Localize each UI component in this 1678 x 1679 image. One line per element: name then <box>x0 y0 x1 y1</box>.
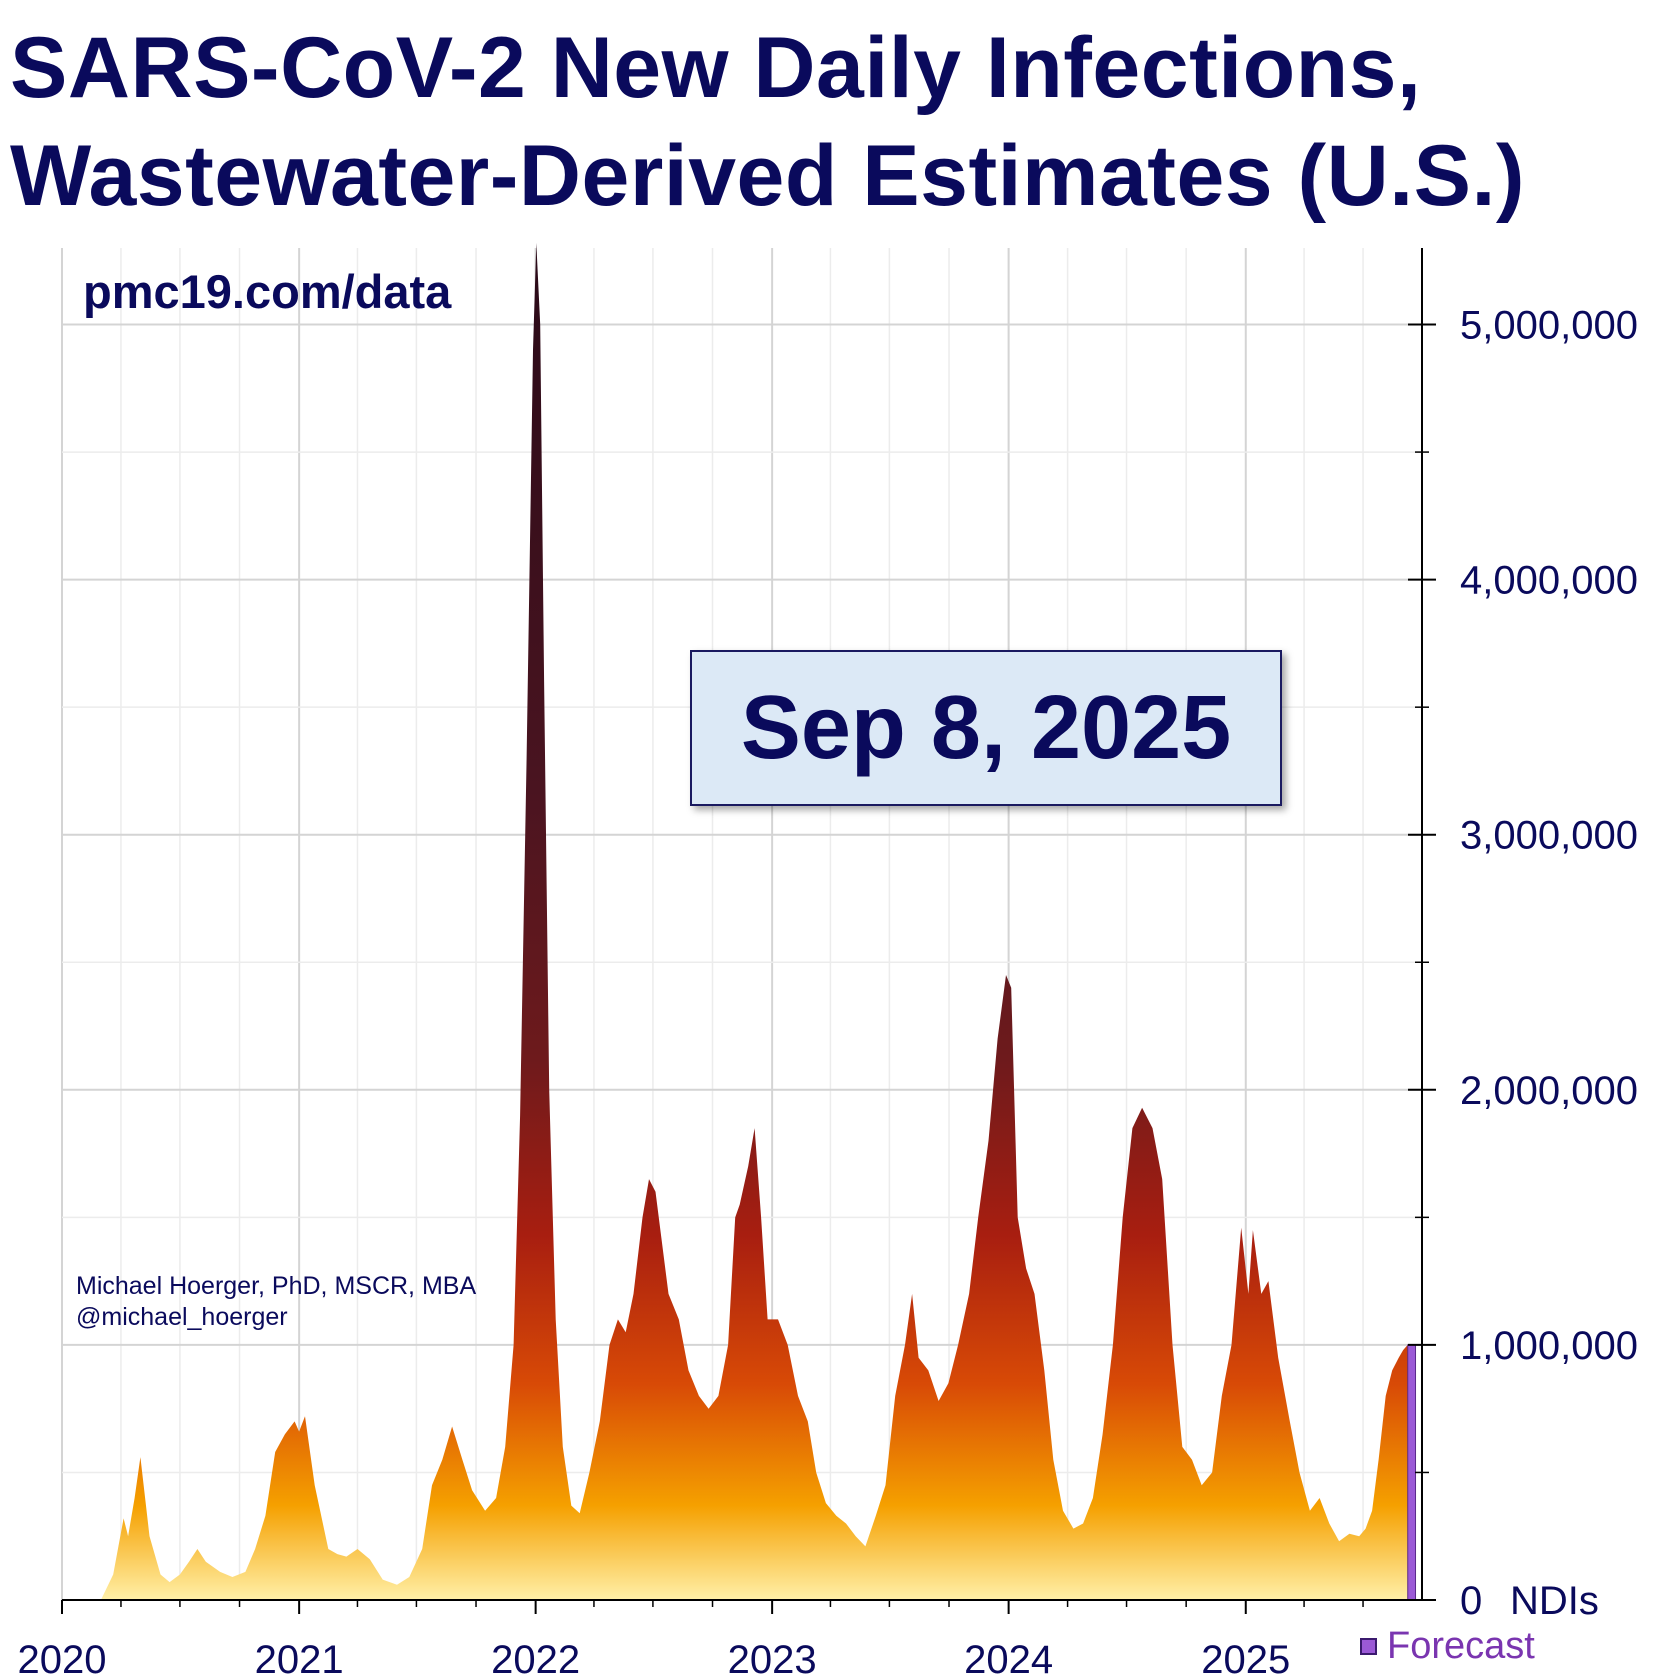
author-handle: @michael_hoerger <box>76 1303 288 1331</box>
chart-title-line-1: SARS-CoV-2 New Daily Infections, <box>10 20 1422 116</box>
legend-forecast-label: Forecast <box>1387 1625 1535 1667</box>
x-tick-label: 2025 <box>1201 1638 1290 1679</box>
x-tick-label: 2020 <box>18 1638 107 1679</box>
source-label: pmc19.com/data <box>83 265 452 318</box>
forecast-bar <box>1407 1344 1417 1601</box>
forecast-swatch <box>1360 1638 1377 1655</box>
x-tick-label: 2021 <box>255 1638 344 1679</box>
infections-area <box>100 242 1408 1600</box>
chart-title-line-2: Wastewater-Derived Estimates (U.S.) <box>10 128 1526 224</box>
axes <box>61 248 1436 1614</box>
x-tick-label: 2022 <box>491 1638 580 1679</box>
x-tick-label: 2023 <box>728 1638 817 1679</box>
x-tick-label: 2024 <box>964 1638 1053 1679</box>
date-box: Sep 8, 2025 <box>690 650 1282 806</box>
tick-labels: 2020 2021 2022 2023 2024 2025 0 1,000,000 2,000,… <box>18 304 1638 1679</box>
date-label: Sep 8, 2025 <box>740 677 1232 778</box>
y-tick-label: 2,000,000 <box>1460 1069 1638 1113</box>
author-credit: Michael Hoerger, PhD, MSCR, MBA @michael… <box>76 1271 476 1333</box>
y-tick-label: 1,000,000 <box>1460 1324 1638 1368</box>
chart-title: SARS-CoV-2 New Daily Infections, Wastewa… <box>10 14 1525 230</box>
y-unit-label: NDIs <box>1510 1579 1599 1623</box>
y-tick-label: 3,000,000 <box>1460 814 1638 858</box>
legend: Forecast <box>1360 1625 1535 1668</box>
area-layer <box>100 242 1417 1601</box>
y-tick-label: 5,000,000 <box>1460 304 1638 348</box>
author-name: Michael Hoerger, PhD, MSCR, MBA <box>76 1272 477 1300</box>
y-tick-label: 4,000,000 <box>1460 559 1638 603</box>
y-tick-label: 0 <box>1460 1579 1482 1623</box>
